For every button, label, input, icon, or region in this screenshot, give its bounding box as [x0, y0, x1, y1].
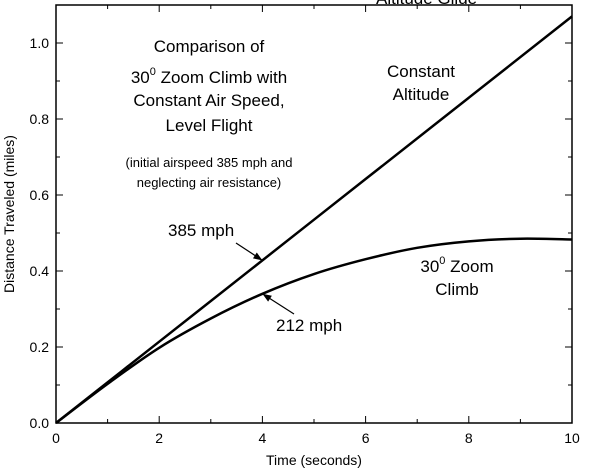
series-line-zoom-climb: [55, 237, 573, 424]
chart-title-line-3: Constant Air Speed,: [133, 91, 284, 110]
y-tick-label: 0.6: [30, 187, 50, 203]
chart-title-line-1: Comparison of: [154, 37, 265, 56]
y-tick-label: 0.4: [30, 263, 50, 279]
x-tick-label: 6: [362, 430, 370, 446]
y-axis-label: Distance Traveled (miles): [1, 135, 17, 293]
axis-ticks: 0 2 4 6 8 10 0.0 0.2 0.4 0.6 0.8 1.0: [30, 4, 580, 446]
arrow-385-mph-head: [252, 252, 263, 261]
annotation-constant-altitude-line-2: Altitude: [393, 85, 450, 104]
x-tick-label: 4: [259, 430, 267, 446]
chart-title-line-2: 300 Zoom Climb with: [131, 66, 287, 87]
x-tick-label: 2: [155, 430, 163, 446]
y-tick-label: 1.0: [30, 35, 50, 51]
note-line-2: neglecting air resistance): [137, 175, 282, 190]
y-tick-label: 0.0: [30, 415, 50, 431]
annotation-385-mph: 385 mph: [168, 221, 234, 240]
x-tick-label: 0: [52, 430, 60, 446]
annotation-constant-altitude-line-1: Constant: [387, 62, 455, 81]
chart-title-line-4: Level Flight: [166, 116, 253, 135]
y-tick-label: 0.8: [30, 111, 50, 127]
annotation-zoom-climb-line-2: Climb: [435, 280, 478, 299]
annotation-212-mph: 212 mph: [276, 316, 342, 335]
y-tick-label: 0.2: [30, 339, 50, 355]
annotation-zoom-climb-line-1: 300 Zoom: [420, 255, 493, 276]
x-tick-label: 8: [465, 430, 473, 446]
x-tick-label: 10: [564, 430, 580, 446]
arrow-212-mph-head: [262, 293, 272, 302]
top-clipped-label: Altitude Glide: [376, 0, 477, 8]
x-axis-label: Time (seconds): [266, 452, 362, 468]
series-line-constant-altitude: [55, 15, 573, 424]
note-line-1: (initial airspeed 385 mph and: [126, 155, 293, 170]
